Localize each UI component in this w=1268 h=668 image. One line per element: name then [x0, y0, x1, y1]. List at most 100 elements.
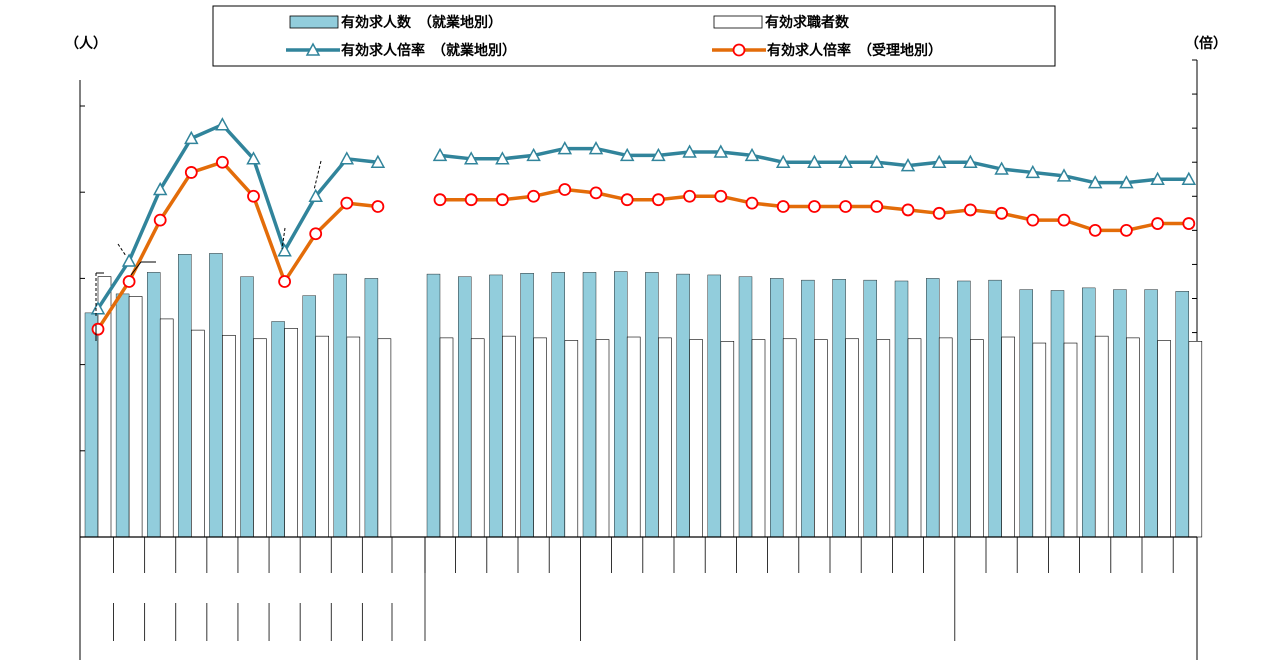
marker-ratio-office	[495, 193, 509, 207]
marker-ratio-office	[964, 203, 977, 217]
marker-ratio-workplace	[432, 147, 448, 162]
bar-job-openings	[333, 273, 347, 538]
marker-ratio-workplace	[744, 147, 760, 162]
bars	[84, 253, 1203, 538]
marker-ratio-workplace	[900, 158, 916, 172]
bar-job-seekers	[159, 318, 174, 538]
marker-ratio-workplace	[838, 154, 853, 168]
marker-ratio-office	[1120, 223, 1133, 237]
marker-ratio-workplace	[1087, 175, 1103, 189]
legend-swatch-job-seekers	[713, 15, 763, 29]
marker-ratio-office	[995, 206, 1008, 220]
marker-ratio-workplace	[308, 188, 323, 203]
bar-job-openings	[801, 279, 815, 538]
bar-job-openings	[551, 272, 565, 538]
legend-label-ratio-office: 有効求人倍率 （受理地別）	[767, 42, 942, 59]
leader-line	[313, 160, 322, 191]
marker-ratio-workplace	[588, 141, 604, 155]
marker-ratio-office	[683, 189, 696, 203]
bar-job-openings	[988, 279, 1002, 538]
bar-job-seekers	[191, 329, 205, 538]
label-leader-lines	[95, 160, 322, 341]
bar-job-openings	[364, 278, 379, 538]
bar-job-seekers	[845, 338, 859, 538]
marker-ratio-office	[1182, 217, 1196, 230]
bar-job-openings	[115, 293, 130, 538]
bar-job-openings	[582, 272, 597, 538]
bar-job-openings	[1081, 287, 1096, 538]
bar-job-openings	[894, 280, 909, 538]
marker-ratio-office	[309, 227, 323, 241]
bar-job-seekers	[470, 338, 485, 538]
bar-job-openings	[1113, 289, 1127, 538]
bar-job-openings	[957, 280, 971, 538]
bar-job-openings	[1019, 289, 1033, 538]
bar-job-seekers	[439, 337, 454, 538]
marker-ratio-office	[714, 189, 728, 203]
marker-ratio-office	[870, 200, 884, 213]
marker-ratio-office	[901, 203, 915, 217]
right-axis-unit: （倍）	[1185, 35, 1227, 52]
bar-job-seekers	[689, 339, 703, 538]
marker-ratio-workplace	[370, 154, 386, 168]
marker-ratio-office	[215, 155, 229, 169]
bar-job-openings	[84, 312, 99, 538]
bar-job-seekers	[970, 339, 984, 538]
marker-ratio-workplace	[1056, 168, 1072, 182]
bar-job-openings	[1144, 289, 1158, 538]
bar-job-openings	[926, 278, 940, 538]
bar-job-openings	[707, 274, 721, 538]
bar-job-seekers	[533, 337, 547, 538]
marker-ratio-office	[808, 200, 821, 213]
bar-job-seekers	[595, 339, 610, 538]
marker-ratio-office	[122, 275, 136, 288]
marker-ratio-workplace	[277, 243, 292, 257]
marker-ratio-workplace	[121, 253, 137, 267]
marker-ratio-office	[1151, 217, 1164, 230]
bar-job-openings	[1050, 290, 1065, 538]
bar-job-openings	[178, 254, 192, 538]
marker-ratio-office	[433, 193, 447, 207]
legend: 有効求人数 （就業地別） 有効求職者数 有効求人倍率 （就業地別） 有効求人倍率…	[212, 5, 1056, 67]
bar-job-seekers	[907, 338, 922, 538]
marker-ratio-workplace	[713, 144, 729, 158]
marker-ratio-office	[620, 193, 634, 207]
marker-ratio-workplace	[215, 117, 230, 131]
bar-job-seekers	[1001, 336, 1015, 538]
bar-job-seekers	[97, 276, 112, 538]
marker-ratio-workplace	[526, 147, 541, 162]
bar-job-seekers	[128, 296, 143, 538]
marker-ratio-office	[1026, 213, 1040, 227]
marker-ratio-office	[527, 189, 540, 203]
marker-ratio-workplace	[651, 147, 666, 162]
marker-ratio-office	[91, 322, 105, 336]
marker-ratio-office	[464, 193, 478, 207]
bar-job-openings	[520, 273, 534, 538]
bar-job-seekers	[253, 338, 267, 538]
bar-job-seekers	[1188, 341, 1203, 538]
marker-ratio-office	[776, 200, 790, 213]
marker-ratio-office	[932, 206, 946, 220]
legend-label-job-openings: 有効求人数 （就業地別）	[341, 14, 502, 31]
marker-ratio-workplace	[1181, 171, 1197, 185]
line-ratio-office-yearly	[96, 160, 379, 331]
marker-ratio-workplace	[775, 154, 791, 168]
bar-job-seekers	[564, 340, 579, 538]
marker-ratio-workplace	[1025, 164, 1041, 179]
bar-job-seekers	[814, 339, 828, 538]
bar-job-openings	[863, 279, 877, 538]
bar-job-openings	[146, 272, 161, 538]
leader-line	[281, 227, 286, 250]
marker-ratio-office	[745, 196, 759, 210]
marker-ratio-office	[278, 275, 292, 288]
marker-ratio-office	[1057, 213, 1071, 227]
legend-swatch-job-openings	[289, 15, 339, 29]
bar-job-openings	[240, 276, 254, 538]
bar-job-openings	[302, 295, 316, 538]
leader-line	[117, 243, 127, 257]
x-axis	[80, 536, 1197, 641]
bar-job-openings	[770, 278, 784, 538]
bar-job-seekers	[720, 341, 735, 538]
marker-ratio-office	[652, 193, 665, 207]
marker-ratio-workplace	[869, 154, 885, 168]
